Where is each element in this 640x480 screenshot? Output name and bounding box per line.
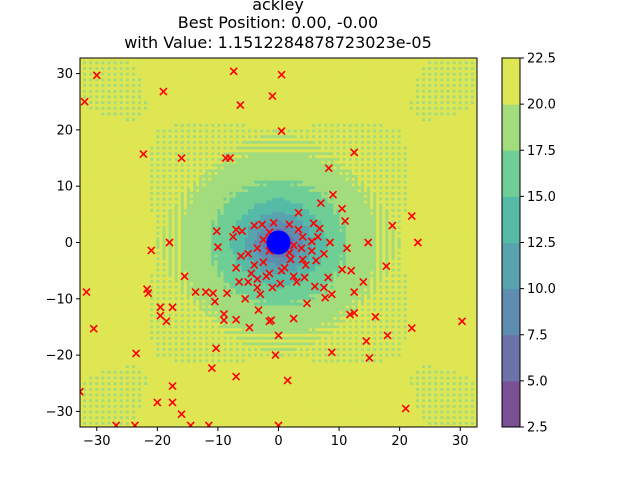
plot-area [76, 58, 477, 429]
chart-title-line-3: with Value: 1.1512284878723023e-05 [124, 33, 432, 52]
chart-title-line-1: ackley [252, 0, 304, 14]
chart-title-line-2: Best Position: 0.00, -0.00 [178, 13, 378, 32]
